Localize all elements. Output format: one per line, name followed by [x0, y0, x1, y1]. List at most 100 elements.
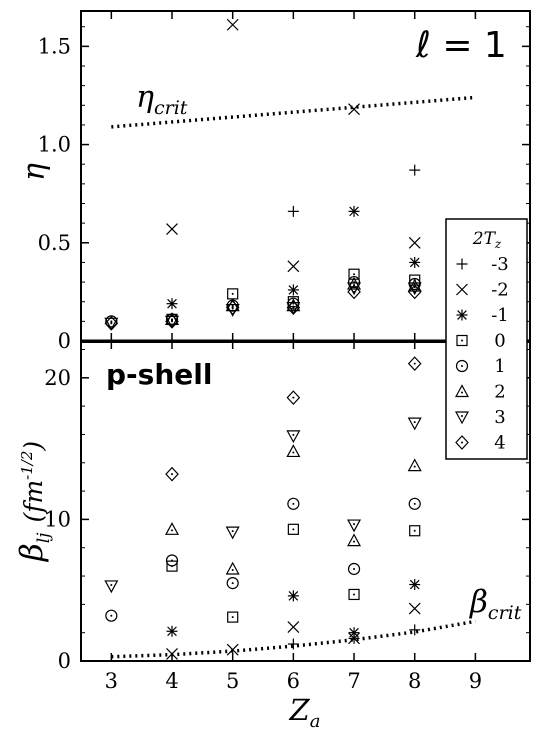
legend-triangle-down-symbol [454, 411, 470, 425]
bottom-ylabel-unit-close: ) [19, 441, 48, 452]
x-axis-label: Za [289, 693, 321, 732]
eta-crit-main: η [136, 80, 154, 115]
asterisk-marker [409, 579, 421, 591]
asterisk-marker [348, 627, 360, 639]
plus-marker [287, 638, 299, 650]
x-tick-label: 7 [347, 669, 360, 693]
diamond-marker [407, 356, 422, 372]
plus-marker [287, 205, 299, 217]
cross-marker [166, 223, 178, 235]
plus-marker [409, 624, 421, 636]
beta-crit-label: βcrit [469, 584, 522, 624]
legend-plus-symbol [456, 258, 468, 270]
y-tick-label: 20 [44, 366, 71, 390]
y-tick-label: 0 [58, 329, 71, 353]
x-tick-label: 8 [408, 669, 421, 693]
eta-crit-sub: crit [154, 97, 188, 119]
triangle-down-marker [407, 417, 422, 431]
x-tick-label: 4 [165, 669, 178, 693]
cross-marker [226, 18, 239, 31]
legend-entries: -3 -2 -1 0 1 2 3 4 [454, 254, 509, 454]
triangle-up-marker [225, 561, 240, 575]
legend-square-symbol [456, 334, 468, 347]
diamond-marker [286, 300, 301, 315]
data-markers [104, 18, 422, 660]
legend-box [445, 218, 528, 460]
circle-marker [165, 554, 179, 567]
diamond-marker [165, 466, 179, 482]
asterisk-marker [409, 256, 421, 268]
legend-cross-symbol [456, 283, 468, 296]
x-tick-label: 5 [226, 669, 239, 693]
eta-crit-label: ηcrit [136, 80, 188, 119]
cross-marker [348, 103, 360, 116]
asterisk-marker [166, 298, 178, 310]
asterisk-marker [348, 205, 360, 217]
triangle-down-marker [104, 580, 119, 594]
square-marker [409, 525, 421, 537]
asterisk-marker [166, 625, 178, 637]
legend-entry-label: 4 [494, 433, 505, 454]
circle-marker [105, 609, 118, 622]
cross-marker [166, 647, 178, 660]
triangle-up-marker [165, 522, 180, 535]
circle-marker [408, 497, 421, 510]
y-tick-label: 0 [58, 649, 71, 673]
legend-entry-label: 3 [494, 407, 505, 428]
cross-marker [287, 621, 300, 633]
plus-marker [409, 164, 421, 176]
cross-marker [226, 643, 239, 656]
legend-title-sub: z [494, 237, 502, 251]
x-tick-label: 3 [105, 669, 118, 693]
cross-marker [348, 632, 360, 645]
x-tick-label: 6 [287, 669, 300, 693]
beta-crit-main: β [469, 584, 488, 620]
diamond-marker [165, 313, 179, 329]
diamond-marker [286, 390, 301, 406]
diamond-marker [347, 284, 361, 300]
bottom-ylabel-beta: β [14, 543, 50, 562]
bottom-ylabel-sub: lj [34, 532, 54, 543]
y-tick-label: 1.5 [38, 34, 71, 58]
diamond-marker [407, 284, 422, 300]
legend-title: 2Tz [472, 229, 502, 251]
cross-marker [408, 236, 421, 249]
x-axis-label-main: Z [289, 693, 311, 727]
legend-asterisk-symbol [456, 309, 468, 321]
top-ylabel: η [17, 163, 52, 181]
legend-triangle-up-symbol [454, 384, 470, 398]
p-shell-annotation: p-shell [106, 358, 212, 391]
diamond-marker [104, 315, 119, 331]
ell-annotation: ℓ = 1 [415, 25, 507, 66]
critical-curve [111, 95, 476, 129]
bottom-ylabel-unit-exp: -1/2 [18, 451, 36, 480]
bottom-ylabel-unit: (fm [19, 480, 48, 523]
x-axis-label-sub: a [310, 711, 321, 732]
square-marker [227, 288, 239, 300]
legend-diamond-symbol [455, 435, 469, 450]
legend-entry-label: 0 [494, 331, 505, 352]
cross-marker [287, 260, 300, 273]
square-marker [287, 523, 299, 535]
square-marker [227, 611, 239, 623]
asterisk-marker [287, 590, 299, 602]
legend-entry-label: -3 [491, 254, 509, 275]
circle-marker [287, 497, 300, 510]
square-marker [348, 588, 360, 601]
y-tick-label: 0.5 [38, 231, 71, 255]
y-tick-label: 1.0 [38, 133, 71, 157]
legend-entry-label: -1 [491, 305, 509, 326]
triangle-up-marker [286, 444, 301, 458]
asterisk-marker [287, 284, 299, 296]
triangle-down-marker [347, 519, 362, 533]
triangle-up-marker [407, 458, 422, 472]
cross-marker [408, 602, 421, 615]
circle-marker [226, 577, 239, 590]
legend-title-main: 2T [472, 229, 497, 249]
legend: 2Tz -3 -2 -1 0 1 2 3 4 [445, 218, 528, 460]
triangle-down-marker [225, 526, 240, 540]
bottom-ylabel: βlj (fm-1/2) [14, 441, 54, 562]
triangle-down-marker [286, 430, 301, 444]
